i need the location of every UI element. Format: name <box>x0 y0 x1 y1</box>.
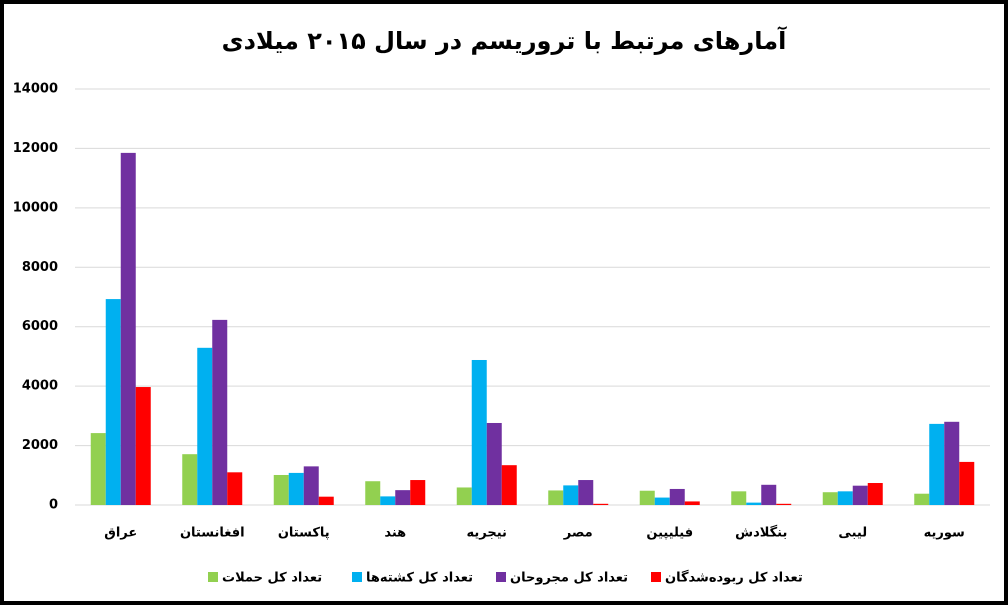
y-tick-label: 2000 <box>22 438 58 453</box>
bar <box>365 481 381 505</box>
bar <box>746 502 762 505</box>
bar <box>837 491 853 505</box>
bar <box>776 503 792 505</box>
y-tick-label: 14000 <box>13 82 58 97</box>
y-tick-label: 8000 <box>22 260 58 275</box>
y-tick-label: 12000 <box>13 141 58 156</box>
bar <box>318 496 334 505</box>
bar <box>914 493 930 505</box>
legend-swatch <box>496 572 506 582</box>
bar <box>273 474 289 505</box>
bar <box>212 319 228 505</box>
bar <box>944 421 960 505</box>
y-tick-label: 4000 <box>22 379 58 394</box>
x-tick-label: مصر <box>563 526 593 541</box>
x-tick-label: فیلیپین <box>646 526 693 541</box>
x-tick-label: افغانستان <box>180 526 245 541</box>
bar <box>959 461 975 505</box>
x-tick-label: پاکستان <box>278 526 330 541</box>
x-tick-label: لیبی <box>838 526 867 541</box>
bar <box>654 497 670 505</box>
bar <box>410 480 426 505</box>
bar <box>548 490 564 505</box>
bar <box>303 466 319 505</box>
x-tick-label: هند <box>384 526 406 541</box>
chart-title: آمارهای مرتبط با تروریسم در سال ۲۰۱۵ میل… <box>222 26 787 55</box>
bar <box>197 347 213 505</box>
bar <box>563 485 579 505</box>
bar <box>120 152 136 505</box>
legend-swatch <box>651 572 661 582</box>
bar <box>639 490 655 505</box>
bar <box>593 503 609 505</box>
bar <box>182 454 198 505</box>
bar <box>929 423 945 505</box>
x-tick-label: بنگلادش <box>735 525 787 541</box>
bar <box>761 484 777 505</box>
bar <box>669 488 685 505</box>
legend-swatch <box>352 572 362 582</box>
bar <box>395 490 411 505</box>
y-tick-label: 6000 <box>22 319 58 334</box>
bar <box>135 387 151 505</box>
legend-label: تعداد کل ربوده‌شدگان <box>665 570 803 586</box>
bar <box>684 501 700 505</box>
y-tick-label: 10000 <box>13 200 58 215</box>
bar <box>380 496 396 505</box>
bar <box>578 480 594 505</box>
bar <box>471 359 487 505</box>
legend-label: تعداد کل حملات <box>222 571 322 586</box>
bar <box>227 472 243 505</box>
bar <box>852 485 868 505</box>
bar <box>90 433 106 505</box>
x-tick-label: عراق <box>104 526 137 541</box>
x-tick-label: سوریه <box>924 526 965 541</box>
legend-label: تعداد کل کشته‌ها <box>366 571 473 586</box>
legend-label: تعداد کل مجروحان <box>510 571 628 586</box>
bar <box>867 483 883 505</box>
x-tick-label: نیجریه <box>467 526 507 541</box>
bar <box>731 491 747 505</box>
y-tick-label: 0 <box>49 498 58 513</box>
bar <box>486 422 502 505</box>
bar <box>501 465 517 505</box>
bar <box>105 299 121 505</box>
legend-swatch <box>208 572 218 582</box>
bar <box>456 487 472 505</box>
bar <box>288 472 304 505</box>
bar <box>822 492 838 505</box>
